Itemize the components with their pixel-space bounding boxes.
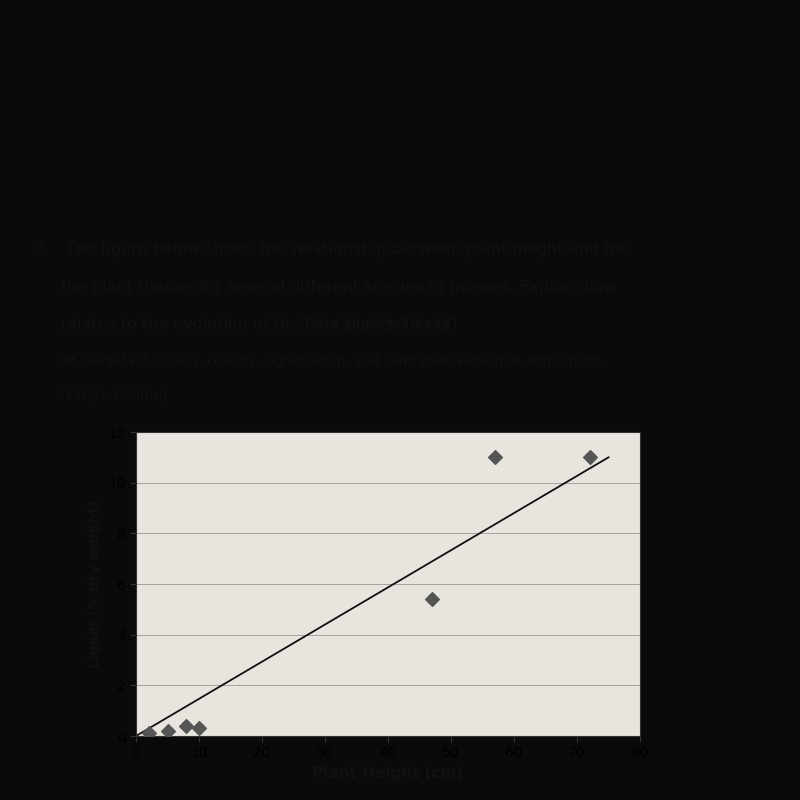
Text: 3.   The figure below shows the relationship between plant height and the: 3. The figure below shows the relationsh… xyxy=(35,242,630,257)
Point xyxy=(489,451,502,464)
Text: 2156/ch4.7.htm]: 2156/ch4.7.htm] xyxy=(35,390,168,402)
Text: relates to the evolution of the land plants. [3 pts]: relates to the evolution of the land pla… xyxy=(35,318,458,333)
Point xyxy=(426,593,438,606)
X-axis label: Plant Height (cm): Plant Height (cm) xyxy=(312,766,464,781)
Text: [Data simplified for ed: [Data simplified for ed xyxy=(296,318,450,330)
Point xyxy=(161,725,174,738)
Point xyxy=(583,451,596,464)
Text: SM, Siegel BZ, Chen J. Gravity, Lignification, and Land Plant Evolution. http://: SM, Siegel BZ, Chen J. Gravity, Lignific… xyxy=(35,355,602,368)
Y-axis label: Lignin (% dry weight): Lignin (% dry weight) xyxy=(89,500,102,668)
Point xyxy=(193,722,206,734)
Point xyxy=(142,727,155,740)
Point xyxy=(180,719,193,732)
Text: the plant tissues for several different species of mosses. Explain how: the plant tissues for several different … xyxy=(35,280,617,294)
